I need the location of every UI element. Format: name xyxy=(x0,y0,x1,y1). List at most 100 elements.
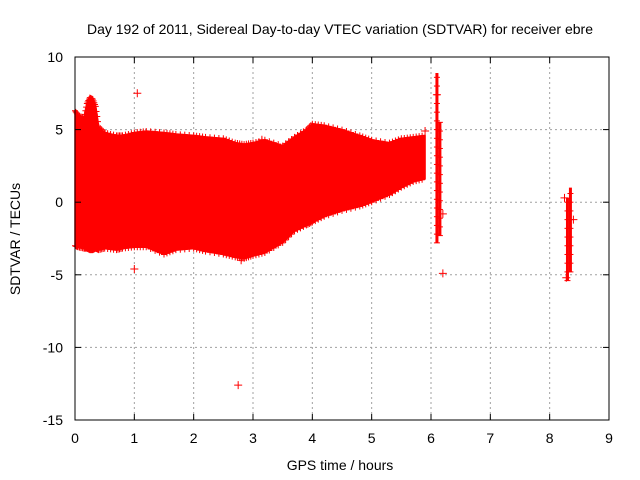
data-point xyxy=(318,215,325,222)
data-point xyxy=(419,176,426,183)
data-point xyxy=(382,193,389,200)
data-point xyxy=(373,197,380,204)
x-tick-label: 3 xyxy=(249,430,257,446)
data-point-outlier xyxy=(438,269,447,278)
data-point xyxy=(275,141,282,148)
data-point xyxy=(377,195,384,202)
y-tick-label: -10 xyxy=(43,339,63,355)
data-point xyxy=(202,248,209,255)
data-point xyxy=(258,250,265,257)
data-point xyxy=(92,103,99,110)
data-point xyxy=(325,212,332,219)
data-point xyxy=(190,245,197,252)
data-point xyxy=(95,123,102,130)
data-point xyxy=(288,231,295,238)
data-point xyxy=(266,138,273,145)
data-point xyxy=(398,184,405,191)
data-point-band xyxy=(74,96,426,260)
data-point xyxy=(220,251,227,258)
data-point xyxy=(365,135,372,142)
y-tick-label: 0 xyxy=(55,194,63,210)
data-point xyxy=(128,130,135,137)
data-point xyxy=(395,136,402,143)
data-point xyxy=(419,132,426,139)
data-point xyxy=(119,132,126,139)
y-tick-label: -5 xyxy=(51,267,64,283)
data-point xyxy=(125,130,132,137)
data-point-outlier xyxy=(421,127,430,136)
data-point xyxy=(300,223,307,230)
data-series-sdtvar xyxy=(72,72,578,390)
data-point xyxy=(401,183,408,190)
chart-title: Day 192 of 2011, Sidereal Day-to-day VTE… xyxy=(87,21,593,37)
data-point xyxy=(215,250,222,257)
data-point xyxy=(321,122,328,129)
data-point xyxy=(143,244,150,251)
data-point xyxy=(312,218,319,225)
data-point xyxy=(392,137,399,144)
data-point xyxy=(389,138,396,145)
data-point xyxy=(77,113,84,120)
data-point xyxy=(334,209,341,216)
data-point xyxy=(303,222,310,229)
data-point xyxy=(161,251,167,258)
data-point xyxy=(325,123,332,130)
data-point xyxy=(206,249,213,256)
data-point xyxy=(76,112,83,119)
data-point xyxy=(229,138,236,145)
data-point xyxy=(97,125,104,132)
data-point xyxy=(122,131,129,138)
x-tick-label: 4 xyxy=(308,430,316,446)
data-point xyxy=(101,129,108,136)
data-point xyxy=(309,219,316,226)
data-point-outlier xyxy=(432,90,441,99)
data-point xyxy=(373,137,380,144)
data-point xyxy=(255,138,262,145)
data-point xyxy=(255,251,262,258)
data-point xyxy=(94,113,101,120)
data-point xyxy=(82,107,89,114)
data-point xyxy=(359,202,366,209)
data-point xyxy=(416,177,423,184)
data-point xyxy=(226,137,233,144)
data-point xyxy=(413,178,420,185)
data-point xyxy=(229,253,236,260)
data-point xyxy=(152,247,159,254)
data-point-outlier xyxy=(133,89,142,98)
data-point xyxy=(356,132,363,139)
data-point xyxy=(94,118,101,125)
x-axis-label: GPS time / hours xyxy=(287,457,394,473)
x-tick-label: 7 xyxy=(486,430,494,446)
data-point xyxy=(307,122,314,129)
data-point-outlier xyxy=(237,256,246,265)
data-point-outlier xyxy=(569,215,578,224)
data-point xyxy=(343,206,350,213)
data-point xyxy=(407,180,414,187)
data-point xyxy=(199,247,206,254)
data-point xyxy=(294,226,301,233)
data-point-outlier xyxy=(438,209,447,218)
data-point xyxy=(81,111,88,118)
x-tick-label: 9 xyxy=(605,430,613,446)
data-point xyxy=(304,125,311,132)
data-point xyxy=(147,246,154,253)
data-point xyxy=(321,213,328,220)
data-point xyxy=(156,249,163,256)
data-point xyxy=(275,242,282,249)
data-point xyxy=(196,247,203,254)
data-point xyxy=(306,220,313,227)
data-point xyxy=(250,252,256,259)
data-point xyxy=(339,207,345,214)
data-point xyxy=(285,234,292,241)
data-point xyxy=(223,136,230,143)
data-point xyxy=(226,252,233,259)
data-point xyxy=(80,114,87,121)
x-tick-label: 5 xyxy=(368,430,376,446)
data-point xyxy=(297,225,304,232)
data-point xyxy=(330,124,337,131)
y-tick-label: 10 xyxy=(47,49,63,65)
x-tick-label: 8 xyxy=(546,430,554,446)
data-point xyxy=(315,216,322,223)
y-tick-label: 5 xyxy=(55,122,63,138)
data-point xyxy=(306,123,313,130)
